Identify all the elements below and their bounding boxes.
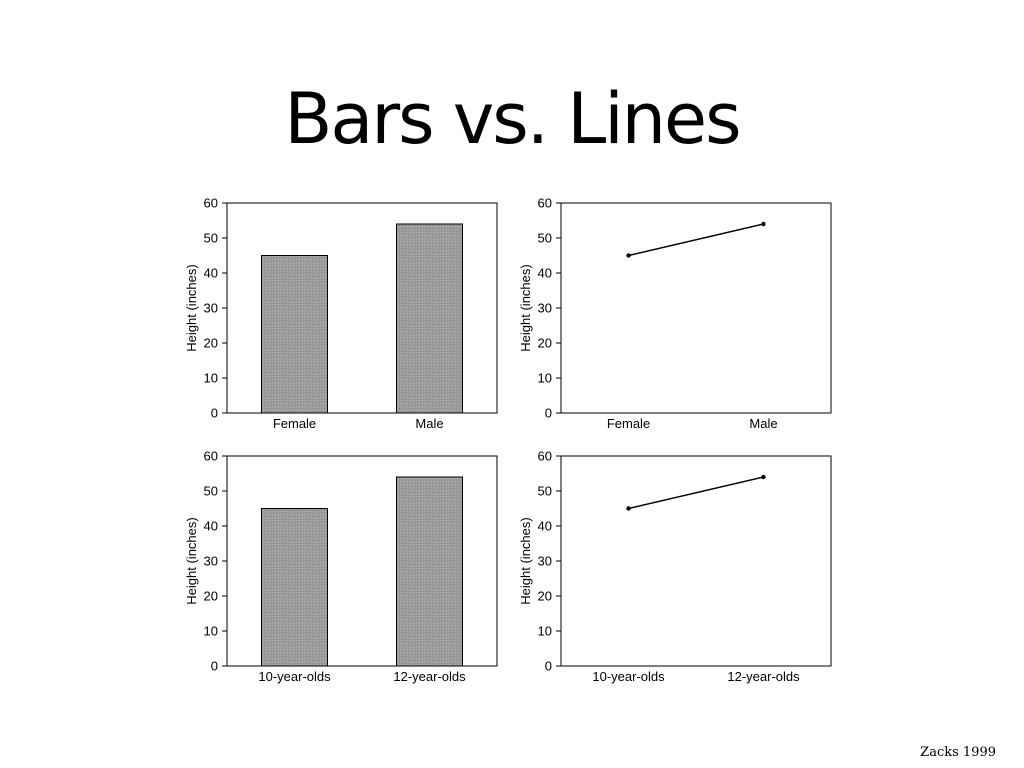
data-point — [761, 474, 766, 480]
y-tick-label: 10 — [538, 371, 552, 386]
y-tick-label: 60 — [538, 196, 552, 211]
y-tick-label: 10 — [538, 624, 552, 639]
y-tick-label: 20 — [204, 336, 218, 351]
x-tick-label: Male — [749, 416, 777, 431]
y-tick-label: 30 — [538, 554, 552, 569]
y-tick-label: 50 — [204, 231, 218, 246]
x-tick-label: 10-year-olds — [258, 669, 331, 684]
slide-title: Bars vs. Lines — [284, 78, 741, 160]
y-tick-label: 40 — [538, 519, 552, 534]
citation: Zacks 1999 — [920, 745, 996, 760]
data-point — [761, 221, 766, 227]
x-tick-label: Female — [607, 416, 650, 431]
plot-frame — [560, 202, 832, 414]
y-tick-label: 60 — [538, 449, 552, 464]
x-tick-label: Female — [273, 416, 316, 431]
series-line — [628, 223, 764, 257]
y-tick-label: 50 — [538, 484, 552, 499]
chart-panel-4: 0 10 20 30 40 50 60 Height (inches) 10-year-olds… — [518, 449, 832, 684]
y-tick-label: 30 — [538, 301, 552, 316]
y-tick-label: 10 — [204, 371, 218, 386]
y-tick-label: 60 — [204, 449, 218, 464]
y-tick-label: 40 — [204, 266, 218, 281]
chart-panel-2: 0 10 20 30 40 50 60 Height (inches) Female Male — [518, 196, 832, 431]
bar-12-year-olds — [396, 476, 463, 667]
y-axis-label: Height (inches) — [518, 264, 533, 351]
y-tick-label: 10 — [204, 624, 218, 639]
y-tick-label: 20 — [538, 589, 552, 604]
y-tick-label: 0 — [211, 406, 218, 421]
x-tick-label: 10-year-olds — [592, 669, 665, 684]
y-tick-label: 40 — [204, 519, 218, 534]
y-tick-label: 40 — [538, 266, 552, 281]
chart-panel-3: 0 10 20 30 40 50 60 Height (inches) 10-year-olds… — [184, 449, 498, 684]
bar-male — [396, 223, 463, 414]
bar-female — [261, 255, 328, 414]
plot-frame — [560, 455, 832, 667]
x-tick-label: Male — [415, 416, 443, 431]
y-tick-label: 30 — [204, 301, 218, 316]
bar-10-year-olds — [261, 508, 328, 667]
y-axis-label: Height (inches) — [184, 517, 199, 604]
y-tick-label: 50 — [538, 231, 552, 246]
x-tick-label: 12-year-olds — [393, 669, 466, 684]
y-tick-label: 0 — [545, 659, 552, 674]
y-tick-label: 20 — [204, 589, 218, 604]
y-tick-label: 20 — [538, 336, 552, 351]
y-tick-label: 0 — [211, 659, 218, 674]
y-tick-label: 60 — [204, 196, 218, 211]
x-tick-label: 12-year-olds — [727, 669, 800, 684]
y-axis-label: Height (inches) — [518, 517, 533, 604]
data-point — [626, 506, 631, 511]
series-line — [628, 476, 764, 510]
y-tick-label: 30 — [204, 554, 218, 569]
y-axis-label: Height (inches) — [184, 264, 199, 351]
data-point — [626, 253, 631, 258]
y-tick-label: 50 — [204, 484, 218, 499]
chart-panel-1: 0 10 20 30 40 50 60 Height (inches) Female Male — [184, 196, 498, 431]
y-tick-label: 0 — [545, 406, 552, 421]
